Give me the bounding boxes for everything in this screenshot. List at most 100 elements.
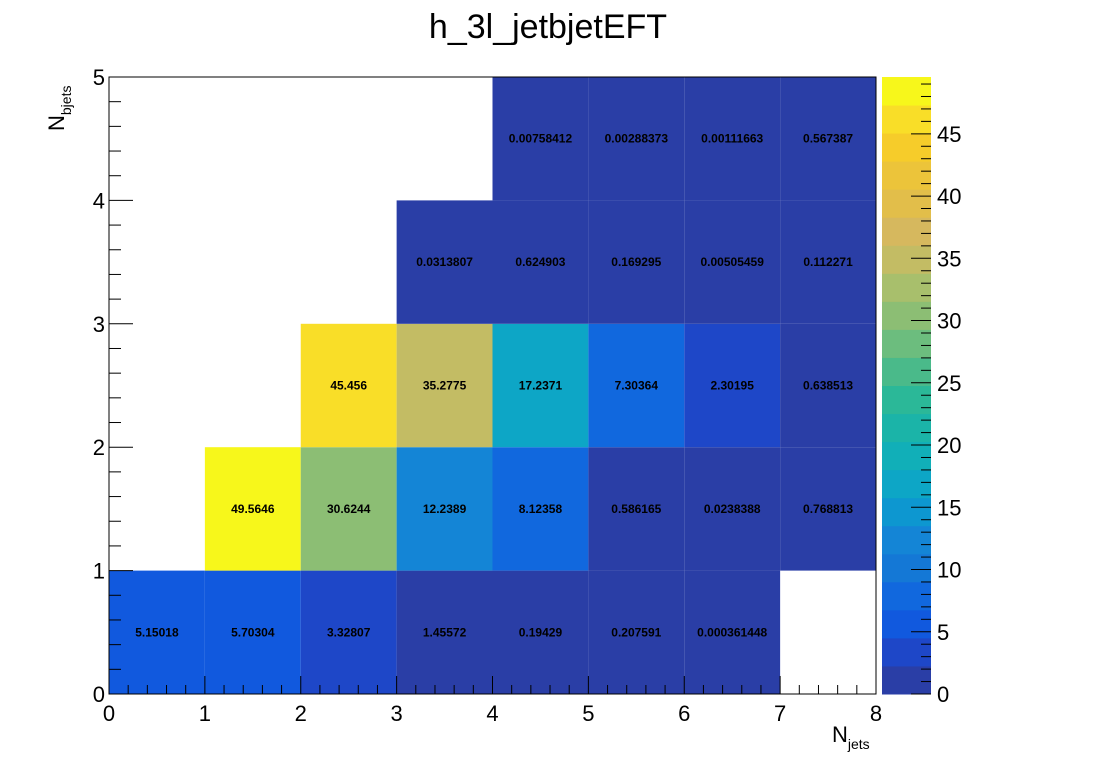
heatmap-cell bbox=[684, 323, 781, 448]
color-scale-tick-label: 30 bbox=[937, 309, 961, 334]
x-axis-label-main: N bbox=[832, 722, 848, 747]
x-tick-label: 6 bbox=[678, 701, 690, 726]
x-axis-label: Njets bbox=[832, 722, 870, 752]
x-axis-label-sub: jets bbox=[847, 736, 870, 752]
y-tick-label: 5 bbox=[93, 65, 105, 90]
x-tick-label: 8 bbox=[870, 701, 882, 726]
heatmap-cell bbox=[300, 323, 397, 448]
cell-value-label: 12.2389 bbox=[423, 502, 467, 516]
color-scale-swatch bbox=[882, 469, 931, 499]
cell-value-label: 17.2371 bbox=[519, 379, 563, 393]
color-scale-swatch bbox=[882, 637, 931, 667]
heatmap-cell bbox=[780, 447, 876, 571]
cell-value-label: 0.169295 bbox=[611, 255, 661, 269]
heatmap-cell bbox=[780, 77, 876, 201]
cell-value-label: 0.00505459 bbox=[700, 255, 764, 269]
color-scale-ticks: 0 5 10 15 20 25 30 35 40 45 bbox=[911, 83, 961, 707]
heatmap-cell bbox=[492, 447, 589, 571]
cell-value-label: 35.2775 bbox=[423, 379, 467, 393]
heatmap-cell bbox=[588, 447, 685, 571]
color-scale-tick-label: 20 bbox=[937, 433, 961, 458]
heatmap-cell bbox=[396, 323, 493, 448]
cell-value-label: 0.638513 bbox=[803, 379, 853, 393]
heatmap-cell bbox=[204, 570, 301, 694]
color-scale-swatch bbox=[882, 189, 931, 218]
color-scale-swatch bbox=[882, 133, 931, 162]
heatmap-cell-labels: 5.15018 5.70304 3.32807 1.45572 0.19429 0.207… bbox=[135, 132, 853, 640]
heatmap-cell bbox=[780, 323, 876, 448]
cell-value-label: 49.5646 bbox=[231, 502, 275, 516]
heatmap-cell bbox=[396, 447, 493, 571]
cell-value-label: 0.0238388 bbox=[704, 502, 761, 516]
cell-value-label: 0.207591 bbox=[611, 625, 661, 639]
x-tick-label: 1 bbox=[199, 701, 211, 726]
heatmap-cell bbox=[684, 200, 781, 324]
y-tick-label: 3 bbox=[93, 312, 105, 337]
heatmap-cells bbox=[109, 77, 876, 694]
cell-value-label: 3.32807 bbox=[327, 625, 371, 639]
color-scale-swatch bbox=[882, 105, 931, 134]
heatmap-cell bbox=[588, 77, 685, 201]
color-scale-swatch bbox=[882, 245, 931, 274]
heatmap-cell bbox=[396, 570, 493, 694]
cell-value-label: 0.768813 bbox=[803, 502, 853, 516]
color-scale-swatch bbox=[882, 161, 931, 190]
cell-value-label: 0.567387 bbox=[803, 132, 853, 146]
color-scale-tick-label: 25 bbox=[937, 371, 961, 396]
cell-value-label: 7.30364 bbox=[615, 379, 659, 393]
y-tick-label: 0 bbox=[93, 682, 105, 707]
heatmap-cell bbox=[588, 570, 685, 694]
y-axis-ticks: 0 1 2 3 4 5 bbox=[93, 65, 133, 707]
color-scale-swatch bbox=[882, 553, 931, 583]
color-scale-tick-label: 5 bbox=[937, 620, 949, 645]
color-scale-swatch bbox=[882, 497, 931, 527]
x-tick-label: 7 bbox=[774, 701, 786, 726]
x-tick-label: 3 bbox=[391, 701, 403, 726]
cell-value-label: 30.6244 bbox=[327, 502, 371, 516]
heatmap-cell bbox=[588, 323, 685, 448]
color-scale-swatch bbox=[882, 77, 931, 106]
color-scale-swatch bbox=[882, 217, 931, 246]
heatmap-cell bbox=[492, 323, 589, 448]
y-axis-label-main: N bbox=[44, 115, 69, 131]
cell-value-label: 1.45572 bbox=[423, 625, 467, 639]
color-scale-tick-label: 15 bbox=[937, 495, 961, 520]
color-scale-bar bbox=[882, 77, 931, 695]
heatmap-cell bbox=[492, 200, 589, 324]
color-scale-tick-label: 35 bbox=[937, 246, 961, 271]
cell-value-label: 45.456 bbox=[330, 379, 367, 393]
heatmap-cell bbox=[684, 570, 781, 694]
cell-value-label: 0.586165 bbox=[611, 502, 661, 516]
y-tick-label: 1 bbox=[93, 559, 105, 584]
heatmap-cell bbox=[300, 447, 397, 571]
x-tick-label: 2 bbox=[295, 701, 307, 726]
heatmap-cell bbox=[780, 200, 876, 324]
color-scale-tick-label: 40 bbox=[937, 184, 961, 209]
color-scale-tick-label: 0 bbox=[937, 682, 949, 707]
color-scale-swatch bbox=[882, 357, 931, 386]
heatmap-cell bbox=[492, 77, 589, 201]
cell-value-label: 0.0313807 bbox=[416, 255, 473, 269]
heatmap-cell bbox=[588, 200, 685, 324]
heatmap-cell bbox=[684, 447, 781, 571]
color-scale-swatch bbox=[882, 329, 931, 358]
heatmap-cell bbox=[109, 570, 205, 694]
x-tick-label: 0 bbox=[103, 701, 115, 726]
cell-value-label: 0.000361448 bbox=[697, 625, 767, 639]
heatmap-cell bbox=[396, 200, 493, 324]
cell-value-label: 0.00758412 bbox=[509, 132, 573, 146]
color-scale-swatch bbox=[882, 413, 931, 443]
x-tick-label: 5 bbox=[582, 701, 594, 726]
x-tick-label: 4 bbox=[486, 701, 498, 726]
cell-value-label: 0.00288373 bbox=[605, 132, 669, 146]
cell-value-label: 0.112271 bbox=[803, 255, 853, 269]
y-tick-label: 4 bbox=[93, 188, 105, 213]
cell-value-label: 5.15018 bbox=[135, 625, 179, 639]
color-scale-swatch bbox=[882, 665, 931, 695]
cell-value-label: 0.00111663 bbox=[701, 132, 763, 146]
heatmap-cell bbox=[300, 570, 397, 694]
color-scale-swatch bbox=[882, 273, 931, 302]
heatmap-cell bbox=[684, 77, 781, 201]
cell-value-label: 0.19429 bbox=[519, 625, 563, 639]
